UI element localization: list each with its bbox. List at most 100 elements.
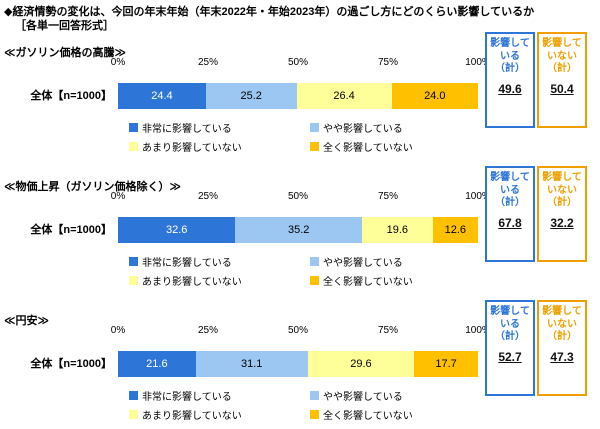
legend: 非常に影響している やや影響している あまり影響していない 全く影響していない [129, 120, 413, 154]
legend-label: 全く影響していない [323, 277, 413, 288]
bar-segment: 19.6 [362, 217, 433, 243]
axis-tick: 100% [465, 325, 491, 336]
total-not-affected-box: 影響して いない （計） 32.2 [537, 166, 587, 262]
legend-item: あまり影響していない [129, 273, 310, 288]
total-value: 67.8 [498, 215, 522, 230]
row-label: 全体【n=1000】 [30, 358, 112, 370]
legend-label: やや影響している [323, 392, 403, 403]
total-not-affected-box: 影響して いない （計） 50.4 [537, 32, 587, 128]
bar-segment: 31.1 [195, 351, 308, 377]
page-subtitle: ［各単一回答形式］ [15, 20, 114, 32]
axis-tick: 0% [110, 57, 126, 68]
legend-label: あまり影響していない [142, 277, 242, 288]
bar-segment: 24.4 [118, 83, 206, 109]
x-axis: 0% 25% 50% 75% 100% [111, 325, 491, 337]
bar-segment: 12.6 [432, 217, 478, 243]
total-label: 影響して いない （計） [542, 306, 582, 342]
legend-swatch [310, 276, 319, 285]
axis-tick: 100% [465, 57, 491, 68]
legend-label: 非常に影響している [142, 124, 232, 135]
bar-segment: 35.2 [235, 217, 363, 243]
x-axis: 0% 25% 50% 75% 100% [111, 57, 491, 69]
bar-segment: 21.6 [118, 351, 196, 377]
bar-segment: 32.6 [118, 217, 236, 243]
total-affected-box: 影響して いる （計） 49.6 [485, 32, 535, 128]
chart-section-gasoline: ≪ガソリン価格の高騰≫ 0% 25% 50% 75% 100% 全体【n=100… [0, 32, 600, 167]
total-label: 影響して いる （計） [490, 306, 530, 342]
legend-item: 全く影響していない [310, 139, 413, 154]
legend-item: 非常に影響している [129, 120, 310, 135]
bar-row: 全体【n=1000】 32.6 35.2 19.6 12.6 [0, 217, 480, 243]
legend-item: 非常に影響している [129, 254, 310, 269]
total-affected-box: 影響して いる （計） 67.8 [485, 166, 535, 262]
legend-swatch [129, 257, 138, 266]
legend-swatch [129, 123, 138, 132]
axis-tick: 50% [287, 57, 309, 68]
total-value: 49.6 [498, 81, 522, 96]
legend-item: 全く影響していない [310, 407, 413, 422]
legend-swatch [129, 391, 138, 400]
section-title: ≪物価上昇（ガソリン価格除く）≫ [4, 181, 182, 194]
stacked-bar: 32.6 35.2 19.6 12.6 [118, 217, 478, 243]
legend-swatch [129, 276, 138, 285]
legend: 非常に影響している やや影響している あまり影響していない 全く影響していない [129, 254, 413, 288]
legend: 非常に影響している やや影響している あまり影響していない 全く影響していない [129, 388, 413, 422]
legend-label: 非常に影響している [142, 392, 232, 403]
legend-item: 全く影響していない [310, 273, 413, 288]
axis-tick: 50% [287, 191, 309, 202]
section-title: ≪円安≫ [4, 315, 50, 328]
legend-item: やや影響している [310, 120, 413, 135]
total-value: 47.3 [550, 349, 574, 364]
total-label: 影響して いる （計） [490, 172, 530, 208]
axis-tick: 75% [377, 325, 399, 336]
chart-section-prices: ≪物価上昇（ガソリン価格除く）≫ 0% 25% 50% 75% 100% 全体【… [0, 166, 600, 301]
axis-tick: 25% [197, 325, 219, 336]
legend-label: やや影響している [323, 258, 403, 269]
legend-swatch [129, 142, 138, 151]
total-label: 影響して いる （計） [490, 38, 530, 74]
legend-label: 全く影響していない [323, 411, 413, 422]
legend-swatch [310, 142, 319, 151]
legend-item: 非常に影響している [129, 388, 310, 403]
stacked-bar: 24.4 25.2 26.4 24.0 [118, 83, 478, 109]
axis-tick: 25% [197, 57, 219, 68]
axis-tick: 50% [287, 325, 309, 336]
legend-swatch [129, 410, 138, 419]
axis-tick: 0% [110, 325, 126, 336]
total-affected-box: 影響して いる （計） 52.7 [485, 300, 535, 396]
section-title: ≪ガソリン価格の高騰≫ [4, 47, 127, 60]
axis-tick: 100% [465, 191, 491, 202]
legend-label: あまり影響していない [142, 411, 242, 422]
total-value: 52.7 [498, 349, 522, 364]
bar-segment: 17.7 [414, 351, 478, 377]
bar-row: 全体【n=1000】 21.6 31.1 29.6 17.7 [0, 351, 480, 377]
legend-swatch [310, 257, 319, 266]
bar-row: 全体【n=1000】 24.4 25.2 26.4 24.0 [0, 83, 480, 109]
legend-item: やや影響している [310, 254, 413, 269]
total-label: 影響して いない （計） [542, 38, 582, 74]
legend-item: あまり影響していない [129, 407, 310, 422]
bar-segment: 29.6 [307, 351, 415, 377]
bar-segment: 25.2 [205, 83, 297, 109]
legend-label: 全く影響していない [323, 143, 413, 154]
legend-label: 非常に影響している [142, 258, 232, 269]
axis-tick: 25% [197, 191, 219, 202]
axis-tick: 75% [377, 57, 399, 68]
bar-segment: 24.0 [391, 83, 478, 109]
bar-segment: 26.4 [296, 83, 392, 109]
total-not-affected-box: 影響して いない （計） 47.3 [537, 300, 587, 396]
legend-label: あまり影響していない [142, 143, 242, 154]
legend-label: やや影響している [323, 124, 403, 135]
row-label: 全体【n=1000】 [30, 90, 112, 102]
legend-swatch [310, 123, 319, 132]
total-label: 影響して いない （計） [542, 172, 582, 208]
legend-item: あまり影響していない [129, 139, 310, 154]
legend-swatch [310, 391, 319, 400]
axis-tick: 75% [377, 191, 399, 202]
stacked-bar: 21.6 31.1 29.6 17.7 [118, 351, 478, 377]
x-axis: 0% 25% 50% 75% 100% [111, 191, 491, 203]
chart-section-weak-yen: ≪円安≫ 0% 25% 50% 75% 100% 全体【n=1000】 21.6… [0, 300, 600, 429]
row-label: 全体【n=1000】 [30, 224, 112, 236]
axis-tick: 0% [110, 191, 126, 202]
